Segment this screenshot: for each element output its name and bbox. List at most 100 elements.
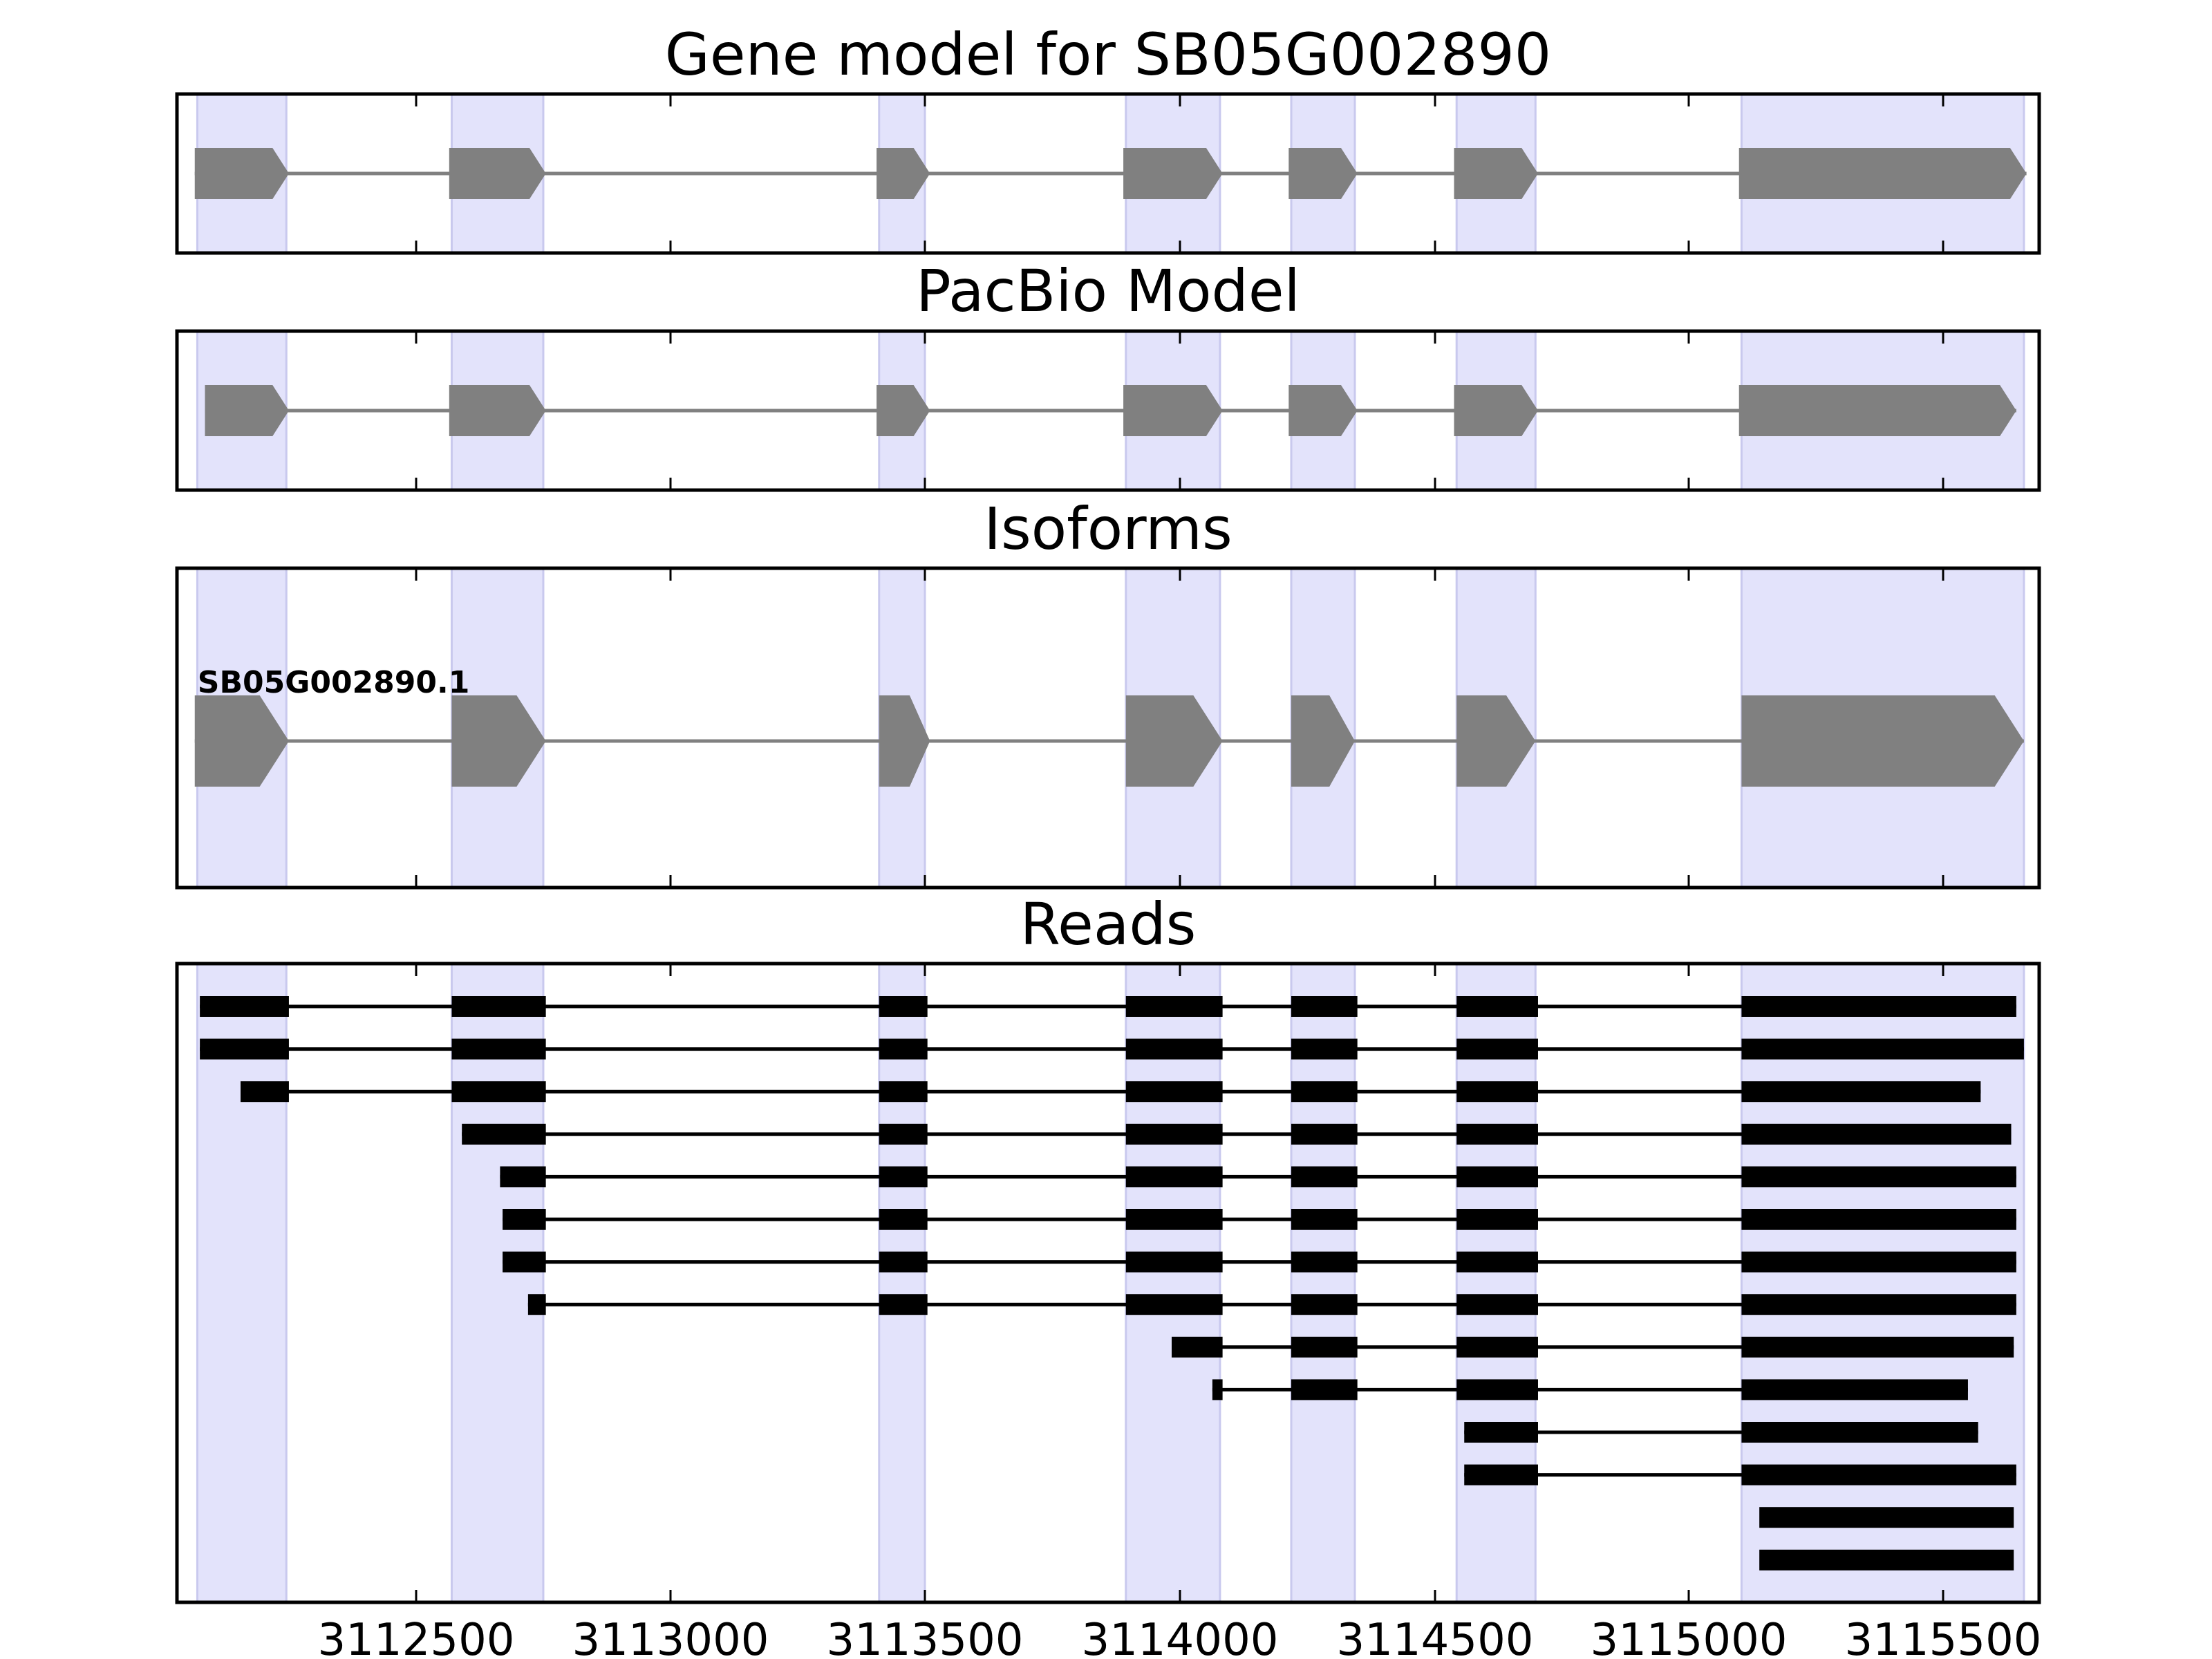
read-block [879, 1038, 928, 1060]
read-block [1456, 1166, 1538, 1188]
read-block [879, 1123, 928, 1145]
exon-feature [879, 695, 930, 787]
isoform-label: SB05G002890.1 [198, 665, 470, 700]
read-block [1125, 1209, 1223, 1230]
read-row [241, 1081, 1981, 1103]
read-block [1741, 1336, 2014, 1358]
read-block [879, 1294, 928, 1315]
read-row [503, 1251, 2016, 1273]
panel-frame [175, 962, 2041, 1604]
exon-feature [1741, 695, 2024, 787]
read-block [879, 1251, 928, 1273]
read-block [451, 996, 546, 1017]
exon-band [450, 962, 545, 1604]
read-row [1464, 1422, 1978, 1443]
x-tick-label: 3115000 [1590, 1615, 1787, 1659]
read-block [1291, 1081, 1358, 1103]
exon-feature [194, 148, 289, 199]
read-block [1741, 1166, 2016, 1188]
read-block [1741, 1294, 2016, 1315]
read-block [1212, 1379, 1223, 1400]
read-block [1291, 1166, 1358, 1188]
read-block [1125, 1294, 1223, 1315]
exon-feature [877, 385, 930, 436]
read-block [879, 1081, 928, 1103]
x-tick-label: 3115500 [1844, 1615, 2041, 1659]
read-block [462, 1123, 546, 1145]
read-block [1291, 1251, 1358, 1273]
read-block [200, 1038, 289, 1060]
read-block [1291, 1294, 1358, 1315]
read-block [1741, 1123, 2012, 1145]
read-block [1291, 996, 1358, 1017]
read-block [1741, 1464, 2016, 1485]
read-block [1456, 1251, 1538, 1273]
read-block [1741, 1422, 1978, 1443]
read-row [200, 996, 2016, 1017]
read-row [1212, 1379, 1968, 1400]
exon-feature [1291, 695, 1355, 787]
read-row [1464, 1464, 2016, 1485]
x-tick-label: 3114500 [1336, 1615, 1533, 1659]
exon-feature [1125, 695, 1223, 787]
read-block [1464, 1422, 1538, 1443]
read-block [1456, 1209, 1538, 1230]
read-row [1759, 1507, 2014, 1528]
read-block [241, 1081, 289, 1103]
panel-frame [175, 329, 2041, 492]
read-block [1125, 1123, 1223, 1145]
read-row [462, 1123, 2012, 1145]
exon-feature [1288, 385, 1358, 436]
read-block [1741, 1209, 2016, 1230]
panel-2: Isoforms SB05G002890.1 [175, 495, 2041, 890]
read-block [1125, 1166, 1223, 1188]
read-block [1456, 996, 1538, 1017]
read-row [1172, 1336, 2014, 1358]
read-block [1456, 1123, 1538, 1145]
x-tick-label: 3112500 [317, 1615, 514, 1659]
read-block [1759, 1549, 2014, 1571]
panel-title: Reads [1020, 890, 1197, 958]
exon-band [1125, 962, 1221, 1604]
read-block [1741, 996, 2016, 1017]
read-block [1759, 1507, 2014, 1528]
read-block [1291, 1123, 1358, 1145]
read-block [1741, 1038, 2024, 1060]
panel-frame [175, 92, 2041, 255]
panel-1: PacBio Model [175, 257, 2041, 492]
exon-feature [1454, 148, 1538, 199]
read-block [1741, 1379, 1968, 1400]
exon-feature [451, 695, 546, 787]
read-block [503, 1209, 546, 1230]
read-block [503, 1251, 546, 1273]
read-block [500, 1166, 546, 1188]
read-block [1456, 1379, 1538, 1400]
read-block [451, 1038, 546, 1060]
read-row [200, 1038, 2024, 1060]
read-block [1456, 1038, 1538, 1060]
panels-layer: Gene model for SB05G002890 PacBio Model Is… [175, 21, 2042, 1659]
read-block [451, 1081, 546, 1103]
read-block [879, 1166, 928, 1188]
exon-feature [194, 695, 289, 787]
panel-title: Gene model for SB05G002890 [665, 21, 1551, 88]
read-row [500, 1166, 2016, 1188]
exon-feature [1288, 148, 1358, 199]
read-block [1291, 1379, 1358, 1400]
read-block [1125, 1038, 1223, 1060]
exon-feature [449, 148, 546, 199]
read-block [1464, 1464, 1538, 1485]
read-row [527, 1294, 2016, 1315]
exon-feature [1456, 695, 1536, 787]
exon-feature [877, 148, 930, 199]
panel-frame [175, 566, 2041, 890]
exon-feature [1738, 385, 2016, 436]
read-block [1125, 996, 1223, 1017]
read-block [200, 996, 289, 1017]
read-row [503, 1209, 2016, 1230]
panel-0: Gene model for SB05G002890 [175, 21, 2041, 255]
panel-title: PacBio Model [916, 257, 1300, 325]
exon-feature [1123, 385, 1223, 436]
x-tick-label: 3114000 [1081, 1615, 1278, 1659]
